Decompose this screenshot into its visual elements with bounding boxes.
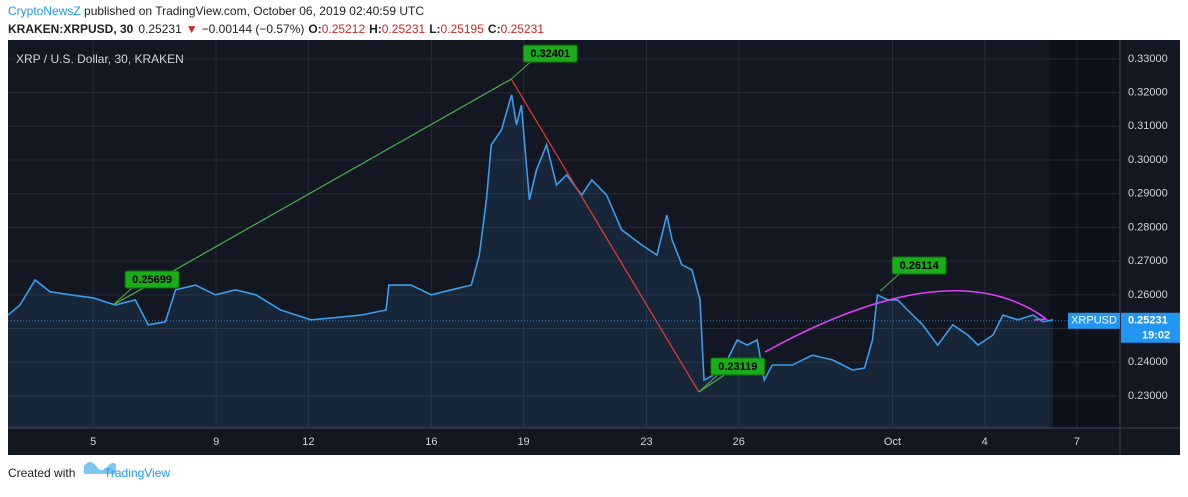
annotation-pointer — [112, 286, 134, 306]
annotation-pointer — [698, 373, 720, 393]
y-tick-label: 0.32000 — [1128, 86, 1168, 98]
h: 0.25231 — [382, 22, 426, 36]
arc-drawing — [764, 290, 1046, 353]
x-tick-label: 23 — [640, 436, 652, 448]
o: 0.25212 — [322, 22, 366, 36]
symbol-tag-label: XRPUSD — [1071, 315, 1117, 327]
y-tick-label: 0.23000 — [1128, 390, 1168, 402]
y-tick-label: 0.27000 — [1128, 255, 1168, 267]
footer-brand: TradingView — [104, 466, 170, 480]
annotation-box — [891, 256, 947, 275]
footer-text: Created with — [8, 466, 75, 480]
trend-line-down — [510, 78, 700, 393]
time-tag-label: 19:02 — [1142, 330, 1170, 342]
x-tick-label: 4 — [982, 436, 988, 448]
y-tick-label: 0.30000 — [1128, 154, 1168, 166]
symbol: KRAKEN:XRPUSD, 30 — [8, 22, 134, 36]
arc-arrowhead — [1033, 311, 1049, 321]
c: 0.25231 — [501, 22, 545, 36]
y-tick-label: 0.29000 — [1128, 188, 1168, 200]
header-line: CryptoNewsZ published on TradingView.com… — [8, 4, 424, 18]
x-tick-label: 26 — [733, 436, 745, 448]
price-tag — [1121, 312, 1180, 343]
annotation-label: 0.26114 — [900, 260, 940, 272]
o-label: O: — [308, 22, 321, 36]
author: CryptoNewsZ — [8, 4, 81, 18]
y-tick-label: 0.28000 — [1128, 221, 1168, 233]
x-tick-label: Oct — [884, 436, 901, 448]
price: 0.25231 — [138, 22, 182, 36]
annotation-pointer — [879, 272, 901, 292]
annotation-label: 0.25699 — [132, 274, 172, 286]
annotation-label: 0.23119 — [718, 361, 757, 373]
l: 0.25195 — [441, 22, 485, 36]
area — [8, 94, 1053, 429]
tv-logo — [84, 462, 116, 474]
h-label: H: — [369, 22, 382, 36]
x-tick-label: 7 — [1074, 436, 1080, 448]
change: −0.00144 (−0.57%) — [202, 22, 305, 36]
annotation-box — [710, 357, 766, 376]
c-label: C: — [488, 22, 501, 36]
annotation-box — [522, 44, 578, 63]
symbol-tag — [1068, 312, 1120, 329]
y-tick-label: 0.33000 — [1128, 53, 1168, 65]
x-tick-label: 12 — [302, 436, 314, 448]
chart-title: XRP / U.S. Dollar, 30, KRAKEN — [16, 52, 184, 66]
future-region — [1050, 40, 1120, 428]
published: published on TradingView.com, October 06… — [81, 4, 425, 18]
arrow: ▼ — [186, 22, 198, 36]
x-tick-label: 5 — [90, 436, 96, 448]
y-tick-label: 0.31000 — [1128, 120, 1168, 132]
l-label: L: — [429, 22, 440, 36]
x-tick-label: 19 — [517, 436, 529, 448]
annotation-box — [124, 270, 180, 289]
annotation-pointer — [510, 60, 532, 80]
y-tick-label: 0.26000 — [1128, 289, 1168, 301]
trend-line-up — [112, 78, 512, 306]
annotation-label: 0.32401 — [530, 48, 570, 60]
axes: 0.230000.240000.250000.260000.270000.280… — [8, 53, 1180, 448]
x-tick-label: 9 — [213, 436, 219, 448]
x-tick-label: 16 — [425, 436, 437, 448]
price-tag-label: 0.25231 — [1128, 315, 1168, 327]
y-tick-label: 0.24000 — [1128, 356, 1168, 368]
quote-line: KRAKEN:XRPUSD, 30 0.25231 ▼ −0.00144 (−0.57… — [8, 22, 544, 36]
annotations: 0.25699 0.32401 0.23119 0.26114 — [112, 44, 947, 393]
